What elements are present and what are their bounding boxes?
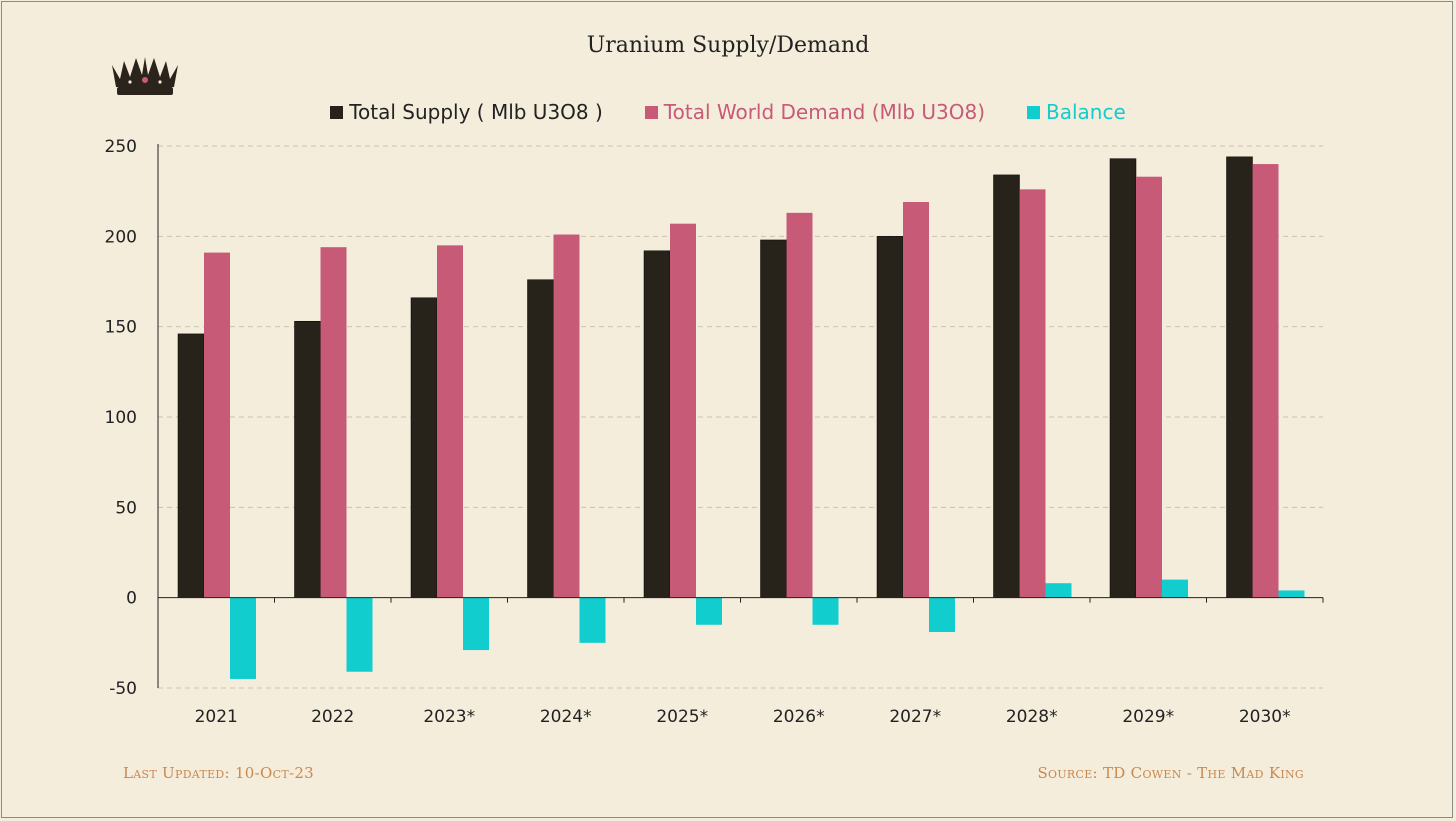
bar-balance: [812, 597, 839, 625]
x-tick-label: 2024*: [540, 707, 592, 727]
legend-label-balance: Balance: [1046, 100, 1126, 124]
x-tick-label: 2028*: [1006, 707, 1058, 727]
bar-supply: [294, 320, 321, 598]
legend-item-balance: Balance: [1027, 100, 1126, 124]
bar-demand: [320, 247, 347, 598]
source-note: Source: TD Cowen - The Mad King: [1037, 764, 1304, 782]
bar-demand: [786, 212, 813, 598]
bar-supply: [1226, 156, 1253, 598]
y-tick-label: -50: [109, 679, 137, 699]
bar-balance: [579, 597, 606, 643]
x-tick-label: 2027*: [889, 707, 941, 727]
y-tick-label: 250: [105, 137, 137, 157]
y-tick-label: 100: [105, 408, 137, 428]
bar-supply: [177, 333, 205, 598]
bar-supply: [1109, 158, 1137, 598]
bar-demand: [1019, 189, 1046, 598]
legend-swatch-demand: [644, 105, 658, 119]
bar-supply: [527, 279, 554, 598]
bar-balance: [929, 597, 955, 632]
crown-logo: [108, 55, 182, 103]
x-tick-label: 2022: [311, 707, 354, 727]
bar-supply: [993, 174, 1020, 598]
y-tick-label: 50: [115, 498, 137, 518]
bar-supply: [760, 239, 787, 598]
legend: Total Supply ( Mlb U3O8 ) Total World De…: [0, 100, 1456, 124]
y-tick-label: 150: [105, 318, 137, 338]
bar-balance: [346, 597, 373, 672]
legend-label-demand: Total World Demand (Mlb U3O8): [663, 100, 986, 124]
x-tick-label: 2025*: [656, 707, 708, 727]
legend-item-supply: Total Supply ( Mlb U3O8 ): [330, 100, 603, 124]
bar-balance: [1278, 590, 1305, 598]
bar-demand: [204, 252, 230, 598]
bar-balance: [463, 597, 489, 651]
bar-demand: [1136, 176, 1162, 598]
bar-demand: [1252, 164, 1279, 598]
bar-balance: [696, 597, 722, 625]
legend-label-supply: Total Supply ( Mlb U3O8 ): [349, 100, 603, 124]
y-tick-label: 0: [126, 589, 137, 609]
x-tick-label: 2030*: [1239, 707, 1291, 727]
chart-title: Uranium Supply/Demand: [586, 33, 870, 58]
y-tick-label: 200: [105, 227, 137, 247]
legend-swatch-balance: [1027, 105, 1041, 119]
bar-balance: [1162, 579, 1188, 598]
bar-demand: [670, 223, 696, 598]
legend-swatch-supply: [330, 105, 344, 119]
bar-demand: [553, 234, 580, 598]
x-tick-label: 2021: [195, 707, 238, 727]
bar-demand: [903, 202, 929, 598]
last-updated-note: Last Updated: 10-Oct-23: [123, 764, 315, 782]
bar-balance: [1045, 583, 1072, 598]
bar-supply: [643, 250, 671, 598]
legend-item-demand: Total World Demand (Mlb U3O8): [644, 100, 986, 124]
x-tick-label: 2023*: [423, 707, 475, 727]
x-tick-label: 2026*: [773, 707, 825, 727]
x-tick-label: 2029*: [1122, 707, 1174, 727]
bar-demand: [437, 245, 463, 598]
bar-supply: [410, 297, 438, 598]
bar-balance: [230, 597, 256, 679]
bar-supply: [876, 236, 904, 598]
